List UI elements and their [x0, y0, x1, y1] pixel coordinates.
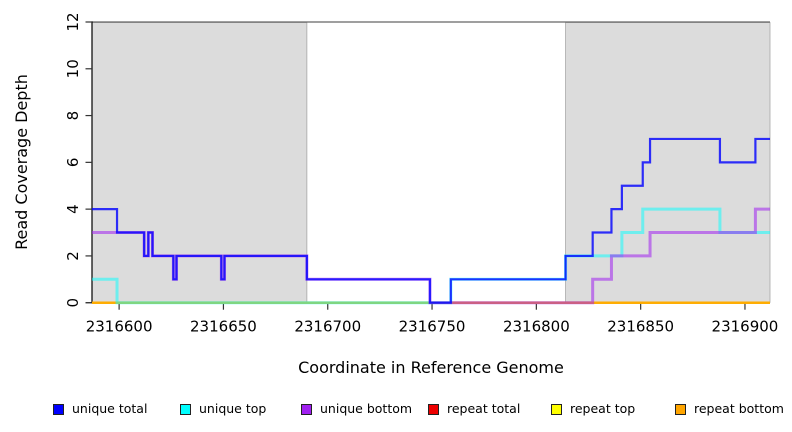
- x-tick-label: 2316750: [399, 318, 466, 336]
- legend-swatch-unique-top: [180, 403, 191, 415]
- y-axis-label: Read Coverage Depth: [12, 74, 31, 250]
- y-tick-label: 4: [64, 204, 82, 214]
- legend-label-repeat-bottom: repeat bottom: [694, 401, 784, 416]
- x-tick-label: 2316700: [294, 318, 361, 336]
- legend-item-unique-bottom: unique bottom: [301, 400, 412, 418]
- y-tick-label: 12: [64, 12, 82, 31]
- legend: unique total unique top unique bottom re…: [0, 398, 792, 422]
- legend-label-unique-bottom: unique bottom: [320, 401, 413, 416]
- legend-swatch-repeat-total: [428, 403, 439, 415]
- y-tick-label: 6: [64, 158, 82, 168]
- x-tick-label: 2316800: [503, 318, 570, 336]
- x-tick-label: 2316600: [86, 318, 153, 336]
- legend-item-repeat-top: repeat top: [551, 400, 635, 418]
- legend-item-repeat-total: repeat total: [428, 400, 520, 418]
- legend-label-unique-top: unique top: [199, 401, 267, 416]
- x-tick-label: 2316850: [607, 318, 674, 336]
- legend-label-repeat-top: repeat top: [570, 401, 636, 416]
- legend-swatch-repeat-top: [551, 403, 562, 415]
- x-tick-label: 2316650: [190, 318, 257, 336]
- legend-item-unique-top: unique top: [180, 400, 266, 418]
- y-tick-label: 8: [64, 111, 82, 121]
- y-tick-label: 10: [64, 59, 82, 78]
- legend-swatch-unique-total: [53, 403, 64, 415]
- y-tick-label: 2: [64, 251, 82, 261]
- x-tick-label: 2316900: [712, 318, 779, 336]
- y-tick-label: 0: [64, 298, 82, 308]
- legend-swatch-unique-bottom: [301, 403, 312, 415]
- legend-label-unique-total: unique total: [72, 401, 148, 416]
- repeat-region-left: [91, 22, 308, 303]
- series-line-unique-total: [92, 137, 770, 304]
- legend-swatch-repeat-bottom: [675, 403, 686, 415]
- legend-label-repeat-total: repeat total: [447, 401, 521, 416]
- legend-item-unique-total: unique total: [53, 400, 147, 418]
- legend-item-repeat-bottom: repeat bottom: [675, 400, 784, 418]
- x-axis-label: Coordinate in Reference Genome: [298, 358, 564, 377]
